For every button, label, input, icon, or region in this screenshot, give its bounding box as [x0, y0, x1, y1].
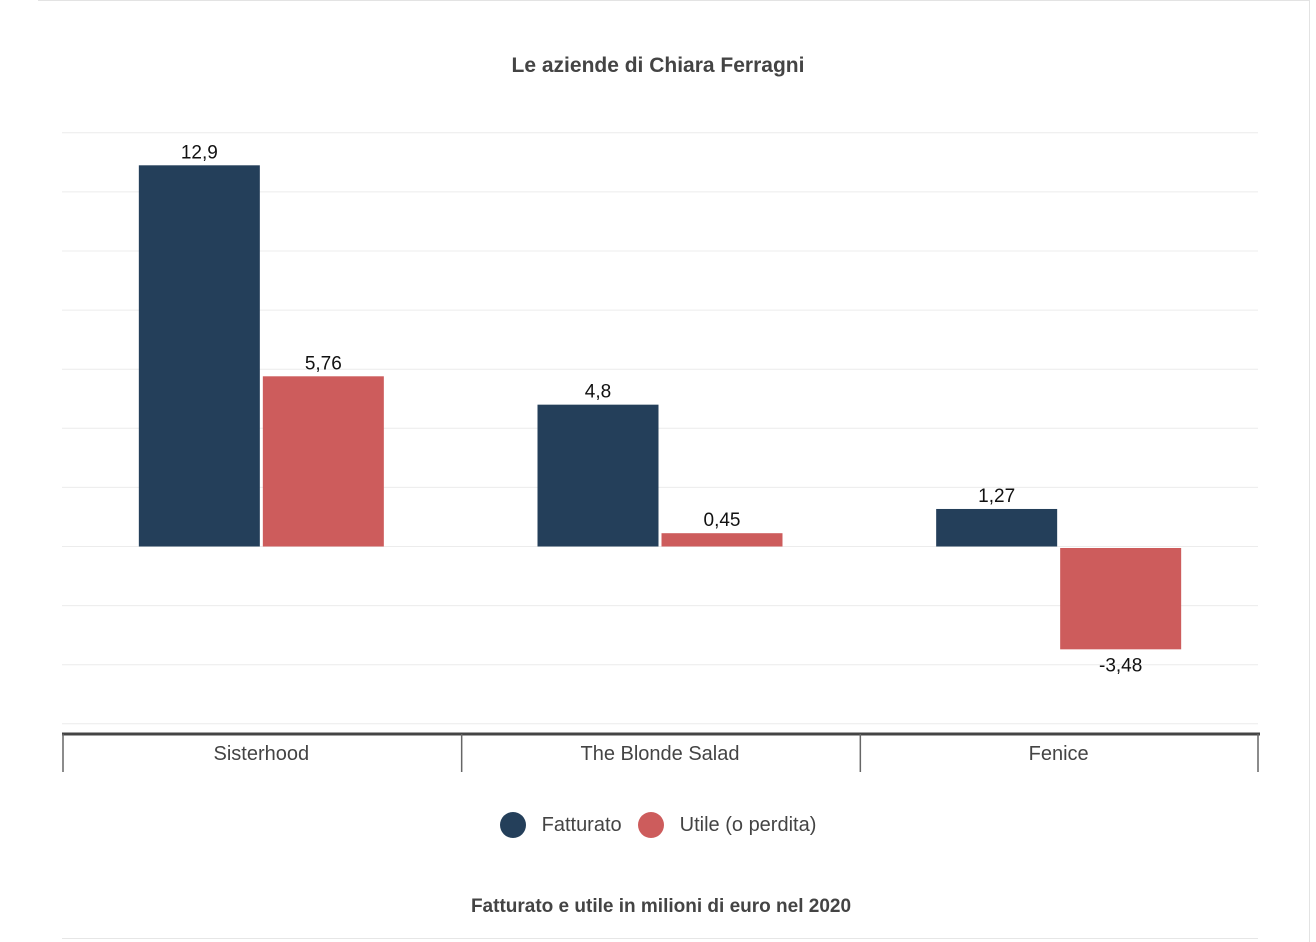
data-label-fatturato-fenice: 1,27: [978, 486, 1015, 507]
x-tick-label-sisterhood: Sisterhood: [214, 743, 310, 765]
legend-swatch-fatturato: [499, 812, 526, 838]
legend-label-utile: Utile (o perdita): [679, 813, 817, 836]
frame-right-border: [1309, 0, 1310, 942]
bar-fatturato-sisterhood[interactable]: [138, 165, 260, 547]
gridlines: [62, 132, 1258, 725]
bar-utile-fenice[interactable]: [1060, 548, 1182, 650]
data-label-utile-sisterhood: 5,76: [305, 353, 342, 374]
x-tick-label-the-blonde-salad: The Blonde Salad: [580, 743, 739, 765]
bar-fatturato-the-blonde-salad[interactable]: [537, 404, 659, 547]
data-label-fatturato-sisterhood: 12,9: [181, 142, 218, 163]
frame-top-border: [38, 0, 1310, 1]
data-label-utile-fenice: -3,48: [1099, 655, 1142, 676]
data-labels: 12,9 5,76 4,8 0,45 1,27 -3,48: [181, 142, 1142, 676]
legend-item-fatturato[interactable]: Fatturato: [499, 812, 622, 838]
legend-swatch-utile: [637, 812, 664, 838]
chart-note: Fatturato e utile in milioni di euro nel…: [470, 896, 852, 917]
chart-title: Le aziende di Chiara Ferragni: [511, 54, 805, 77]
bottom-rule: [62, 938, 1258, 939]
data-label-fatturato-the-blonde-salad: 4,8: [585, 382, 611, 403]
bar-utile-sisterhood[interactable]: [262, 376, 384, 547]
x-axis: Sisterhood The Blonde Salad Fenice: [62, 732, 1260, 772]
bar-utile-the-blonde-salad[interactable]: [661, 533, 783, 547]
bars: [138, 165, 1182, 650]
data-label-utile-the-blonde-salad: 0,45: [704, 510, 741, 531]
legend: Fatturato Utile (o perdita): [0, 812, 1316, 838]
x-tick-label-fenice: Fenice: [1029, 743, 1089, 765]
bar-fatturato-fenice[interactable]: [936, 508, 1058, 547]
legend-label-fatturato: Fatturato: [541, 813, 622, 836]
legend-item-utile[interactable]: Utile (o perdita): [637, 812, 817, 838]
